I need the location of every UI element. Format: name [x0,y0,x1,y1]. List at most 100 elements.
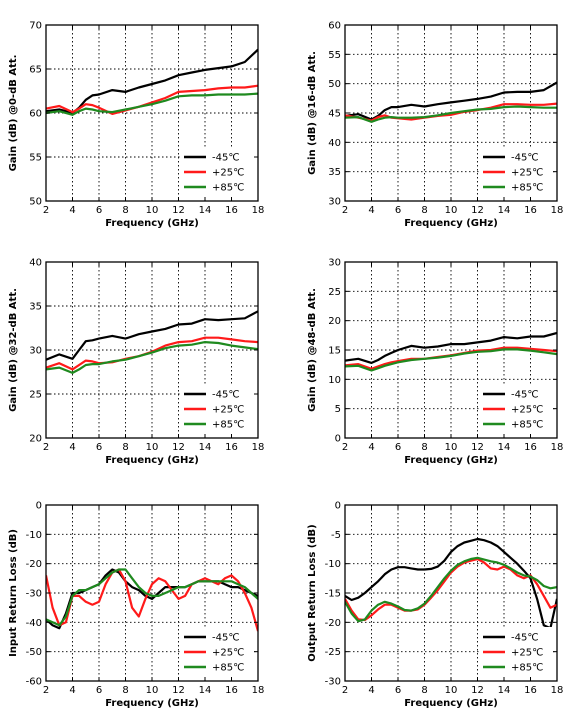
chart-panel-4: 2 4 6 8 10 12 14 16 18 0 5 10 15 20 25 30 Frequency (GHz… [307,258,563,467]
series-line-3 [46,341,258,374]
x-tick-label: 8 [122,685,128,696]
x-tick-label: 8 [421,205,427,216]
series-line-1 [46,568,258,630]
y-tick-label: 50 [328,79,341,90]
y-tick-label: 45 [328,109,341,120]
x-tick-label: 16 [524,205,537,216]
chart-panel-6: 2 4 6 8 10 12 14 16 18 -30 -25 -20 -15 -10 -5 0 Frequenc… [307,501,563,710]
y-tick-label: -20 [325,618,341,629]
x-tick-label: 18 [252,205,265,216]
legend-label-3: +85℃ [212,183,244,194]
x-tick-label: 10 [445,442,458,453]
x-tick-label: 8 [122,442,128,453]
x-axis-label: Frequency (GHz) [105,455,199,466]
legend-label-2: +25℃ [511,648,543,659]
series-line-2 [345,557,557,622]
legend-label-3: +85℃ [212,420,244,431]
legend-label-1: -45℃ [212,153,240,164]
chart-panel-1: 2 4 6 8 10 12 14 16 18 50 55 60 65 70 Frequency (GHz) G… [8,21,264,230]
y-tick-label: 30 [328,197,341,208]
x-tick-label: 6 [395,205,401,216]
legend-label-1: -45℃ [511,633,539,644]
x-tick-label: 2 [342,205,348,216]
x-tick-label: 2 [43,442,49,453]
y-tick-label: 20 [328,316,341,327]
series-line-1 [46,310,258,361]
x-tick-label: 18 [551,205,564,216]
x-tick-label: 16 [524,685,537,696]
y-tick-label: 15 [328,346,341,357]
x-tick-label: 4 [368,685,374,696]
x-tick-label: 12 [172,685,185,696]
x-tick-label: 14 [199,205,212,216]
y-tick-label: 60 [328,21,341,32]
y-tick-label: -20 [26,559,42,570]
y-tick-label: 40 [328,138,341,149]
series-line-1 [345,331,557,364]
x-tick-label: 12 [471,685,484,696]
y-axis-label: Input Return Loss (dB) [8,529,19,657]
legend-label-1: -45℃ [511,153,539,164]
y-tick-label: -25 [325,647,341,658]
series-line-3 [46,568,258,627]
series-line-1 [345,537,557,630]
y-tick-label: 60 [29,109,42,120]
x-axis-label: Frequency (GHz) [105,698,199,709]
series-line-3 [46,92,258,116]
y-tick-label: -10 [26,530,42,541]
x-tick-label: 4 [69,442,75,453]
y-tick-label: 35 [29,302,42,313]
y-tick-label: 0 [335,501,341,512]
legend-label-1: -45℃ [511,390,539,401]
legend-label-1: -45℃ [212,390,240,401]
legend-label-3: +85℃ [212,663,244,674]
x-axis-label: Frequency (GHz) [404,218,498,229]
series-line-3 [345,105,557,123]
y-tick-label: -30 [26,589,42,600]
x-tick-label: 10 [146,442,159,453]
y-tick-label: 5 [335,404,341,415]
y-tick-label: 20 [29,434,42,445]
y-tick-label: -15 [325,589,341,600]
y-tick-label: 40 [29,258,42,269]
x-tick-label: 6 [96,685,102,696]
x-tick-label: 2 [342,442,348,453]
x-tick-label: 14 [199,442,212,453]
legend-label-2: +25℃ [212,648,244,659]
x-tick-label: 4 [368,442,374,453]
x-tick-label: 12 [471,442,484,453]
legend-label-2: +25℃ [511,405,543,416]
chart-panel-5: 2 4 6 8 10 12 14 16 18 -60 -50 -40 -30 -20 -10 0 Frequen… [8,501,264,710]
x-axis-label: Frequency (GHz) [105,218,199,229]
y-axis-label: Gain (dB) @16-dB Att. [307,51,318,175]
y-axis-label: Gain (dB) @0-dB Att. [8,55,19,172]
x-tick-label: 16 [225,205,238,216]
y-tick-label: 55 [29,153,42,164]
x-tick-label: 10 [146,205,159,216]
x-tick-label: 2 [43,205,49,216]
x-tick-label: 2 [43,685,49,696]
legend-label-2: +25℃ [212,168,244,179]
x-tick-label: 16 [524,442,537,453]
x-tick-label: 16 [225,685,238,696]
y-tick-label: -5 [331,530,341,541]
chart-panel-2: 2 4 6 8 10 12 14 16 18 30 35 40 45 50 55 60 Frequency (G… [307,21,563,230]
x-tick-label: 14 [199,685,212,696]
y-tick-label: 30 [29,346,42,357]
y-tick-label: -10 [325,559,341,570]
x-tick-label: 10 [146,685,159,696]
x-tick-label: 18 [252,685,265,696]
legend-label-3: +85℃ [511,420,543,431]
y-tick-label: 0 [335,434,341,445]
y-tick-label: 70 [29,21,42,32]
chart-panel-3: 2 4 6 8 10 12 14 16 18 20 25 30 35 40 Frequency (GHz) G… [8,258,264,467]
x-axis-label: Frequency (GHz) [404,455,498,466]
x-tick-label: 18 [551,442,564,453]
x-tick-label: 10 [445,685,458,696]
x-tick-label: 12 [172,442,185,453]
y-tick-label: 65 [29,65,42,76]
x-tick-label: 8 [122,205,128,216]
x-tick-label: 6 [395,685,401,696]
legend-label-2: +25℃ [212,405,244,416]
y-tick-label: -60 [26,677,42,688]
